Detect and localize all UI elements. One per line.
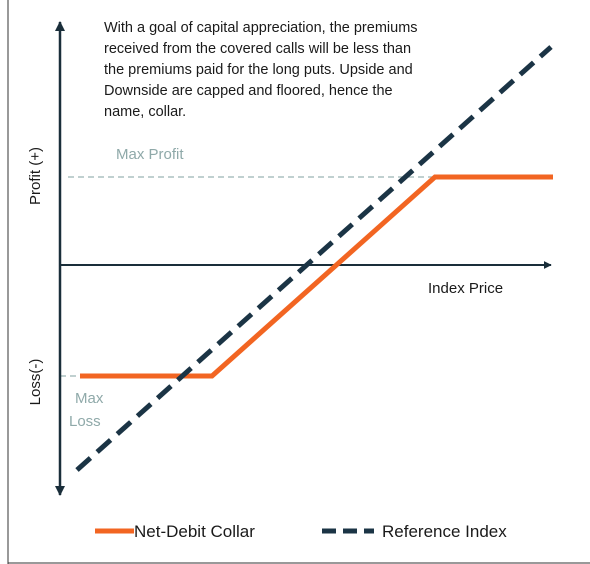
max-loss-label: Loss <box>69 413 101 430</box>
max-profit-label: Max Profit <box>116 146 184 163</box>
y-axis-upper-label: Profit (+) <box>27 147 44 205</box>
legend-label: Reference Index <box>382 522 507 541</box>
x-axis-label: Index Price <box>428 280 503 297</box>
y-axis-lower-label: Loss(-) <box>27 359 44 406</box>
annotation: With a goal of capital appreciation, the… <box>104 20 418 120</box>
annotation-line: Downside are capped and floored, hence t… <box>104 83 393 99</box>
annotation-line: the premiums paid for the long puts. Ups… <box>104 62 413 78</box>
legend-label: Net-Debit Collar <box>134 522 255 541</box>
annotation-line: With a goal of capital appreciation, the… <box>104 20 418 36</box>
annotation-line: name, collar. <box>104 104 186 120</box>
legend: Net-Debit Collar Reference Index <box>95 522 507 541</box>
reference-payoff <box>75 45 553 472</box>
max-loss-label: Max <box>75 390 104 407</box>
collar-payoff <box>80 174 553 379</box>
annotation-line: received from the covered calls will be … <box>104 41 411 57</box>
